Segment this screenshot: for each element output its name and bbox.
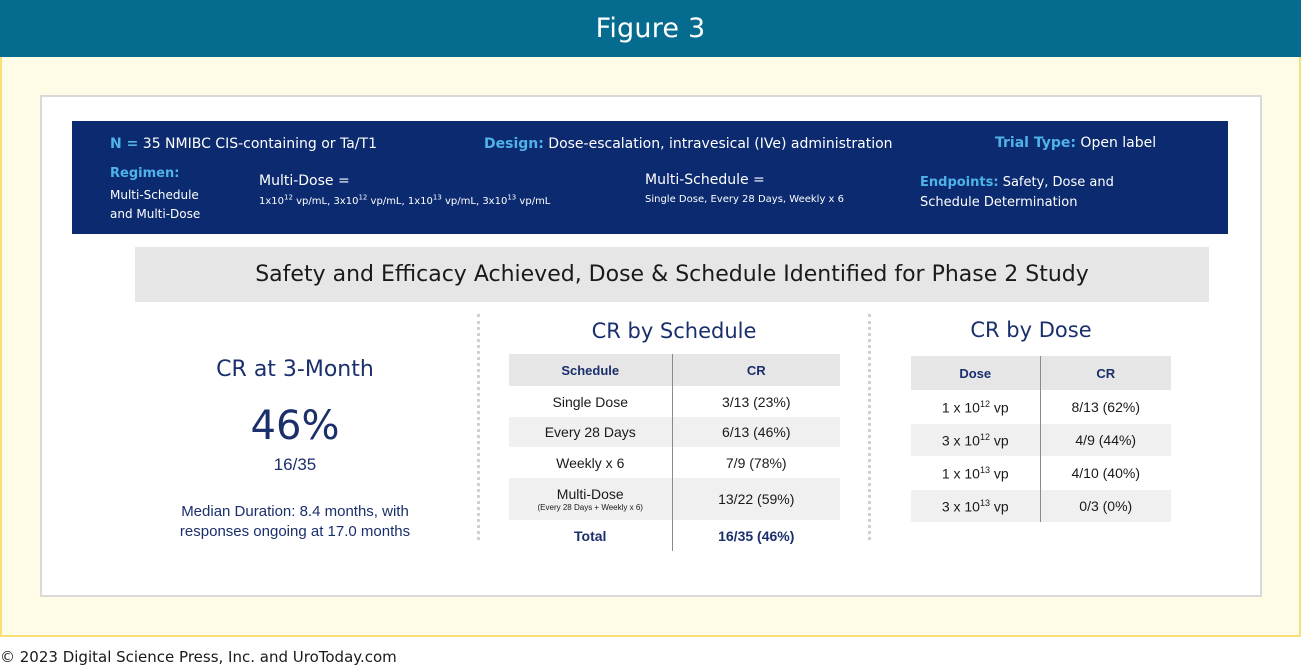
cr-cell: 0/3 (0%) <box>1040 490 1171 522</box>
dose-cell: 3 x 1013 vp <box>911 490 1041 522</box>
cr-cell: 4/10 (40%) <box>1071 465 1140 481</box>
median-line-1: Median Duration: 8.4 months, with <box>181 503 409 520</box>
endpoints-line-1: Endpoints: Safety, Dose and <box>920 175 1114 190</box>
cr-cell: 8/13 (62%) <box>1071 399 1140 415</box>
table-row: Weekly x 6 7/9 (78%) <box>509 447 840 478</box>
design-label: Design: <box>484 136 544 152</box>
figure-header: Figure 3 <box>0 0 1301 57</box>
schedule-cell: Single Dose <box>509 386 673 417</box>
table-total-row: Total 16/35 (46%) <box>509 520 840 551</box>
table-row: Multi-Dose (Every 28 Days + Weekly x 6) … <box>509 478 840 520</box>
dose-table: Dose CR 1 x 1012 vp 8/13 (62%) 3 x 1012 … <box>911 356 1171 522</box>
multidose-value-3: 1x1013 vp/mL <box>407 194 476 208</box>
endpoints-label: Endpoints: <box>920 175 999 190</box>
regimen-line-2: and Multi-Dose <box>110 207 201 221</box>
summary-bar: Safety and Efficacy Achieved, Dose & Sch… <box>135 247 1209 302</box>
multidose-values: 1x1012 vp/mL, 3x1012 vp/mL, 1x1013 vp/mL… <box>259 194 551 208</box>
n-label: N = <box>110 136 139 152</box>
n-line: N = 35 NMIBC CIS-containing or Ta/T1 <box>110 136 377 152</box>
dose-cell: 3 x 1012 vp <box>911 424 1041 456</box>
divider-left <box>477 314 480 540</box>
table-row: 1 x 1012 vp 8/13 (62%) <box>911 390 1171 424</box>
cr3-percent: 46% <box>250 403 340 449</box>
design-text: Dose-escalation, intravesical (IVe) admi… <box>548 136 893 152</box>
schedule-cell-label: Multi-Dose <box>556 486 624 502</box>
schedule-cell: Every 28 Days <box>509 417 673 447</box>
figure-title: Figure 3 <box>595 13 706 44</box>
endpoints-line-2: Schedule Determination <box>920 195 1078 210</box>
schedule-table-title: CR by Schedule <box>591 319 757 343</box>
regimen-label-wrap: Regimen: <box>110 166 179 181</box>
median-line-2: responses ongoing at 17.0 months <box>179 523 411 540</box>
regimen-line-1: Multi-Schedule <box>110 188 199 202</box>
cr3-median: Median Duration: 8.4 months, with respon… <box>145 502 445 542</box>
dose-cell: 1 x 1012 vp <box>911 390 1041 424</box>
column-header: Schedule <box>509 354 673 386</box>
table-header-row: Schedule CR <box>509 354 840 386</box>
schedule-cell: Multi-Dose (Every 28 Days + Weekly x 6) <box>509 478 673 520</box>
schedule-cell: Weekly x 6 <box>509 447 673 478</box>
table-row: 1 x 1013 vp 4/10 (40%) <box>911 456 1171 490</box>
design-line: Design: Dose-escalation, intravesical (I… <box>484 136 893 152</box>
regimen-text: Multi-Schedule and Multi-Dose <box>110 186 200 224</box>
cr-cell: 6/13 (46%) <box>672 417 840 447</box>
column-header: Dose <box>911 356 1041 390</box>
trial-banner: N = 35 NMIBC CIS-containing or Ta/T1 Des… <box>72 121 1228 234</box>
dose-cell: 1 x 1013 vp <box>911 456 1041 490</box>
cr3-fraction: 16/35 <box>273 455 317 474</box>
copyright-text: © 2023 Digital Science Press, Inc. and U… <box>0 648 397 666</box>
regimen-label: Regimen: <box>110 166 180 181</box>
cr-cell: 4/9 (44%) <box>1040 424 1171 456</box>
dose-table-title: CR by Dose <box>970 318 1092 342</box>
total-label: Total <box>509 520 673 551</box>
table-row: Every 28 Days 6/13 (46%) <box>509 417 840 447</box>
multidose-value-2: 3x1012 vp/mL <box>333 194 402 208</box>
column-header: CR <box>1040 356 1171 390</box>
multischedule-text: Single Dose, Every 28 Days, Weekly x 6 <box>645 194 845 205</box>
table-row: Single Dose 3/13 (23%) <box>509 386 840 417</box>
multidose-value-4: 3x1013 vp/mL <box>482 194 551 208</box>
multischedule-title: Multi-Schedule = <box>645 172 765 188</box>
multidose-title: Multi-Dose = <box>259 173 350 189</box>
cr3-title: CR at 3-Month <box>216 357 374 382</box>
trial-type-text: Open label <box>1080 135 1157 151</box>
summary-text: Safety and Efficacy Achieved, Dose & Sch… <box>255 262 1089 287</box>
endpoints-text-1: Safety, Dose and <box>1002 175 1114 190</box>
multidose-value-1: 1x1012 vp/mL <box>259 194 328 208</box>
table-row: 3 x 1012 vp 4/9 (44%) <box>911 424 1171 456</box>
cr-cell: 3/13 (23%) <box>722 393 791 410</box>
schedule-table: Schedule CR Single Dose 3/13 (23%) Every… <box>509 354 840 551</box>
table-row: 3 x 1013 vp 0/3 (0%) <box>911 490 1171 522</box>
trial-type-label: Trial Type: <box>995 135 1076 151</box>
schedule-cell-sub: (Every 28 Days + Weekly x 6) <box>537 503 643 512</box>
cr-cell: 13/22 (59%) <box>672 478 840 520</box>
column-header: CR <box>672 354 840 386</box>
divider-right <box>868 314 871 540</box>
trial-type-line: Trial Type: Open label <box>995 135 1156 151</box>
n-text: 35 NMIBC CIS-containing or Ta/T1 <box>142 136 377 152</box>
table-header-row: Dose CR <box>911 356 1171 390</box>
cr-cell: 7/9 (78%) <box>725 454 787 471</box>
total-cr: 16/35 (46%) <box>718 527 795 544</box>
